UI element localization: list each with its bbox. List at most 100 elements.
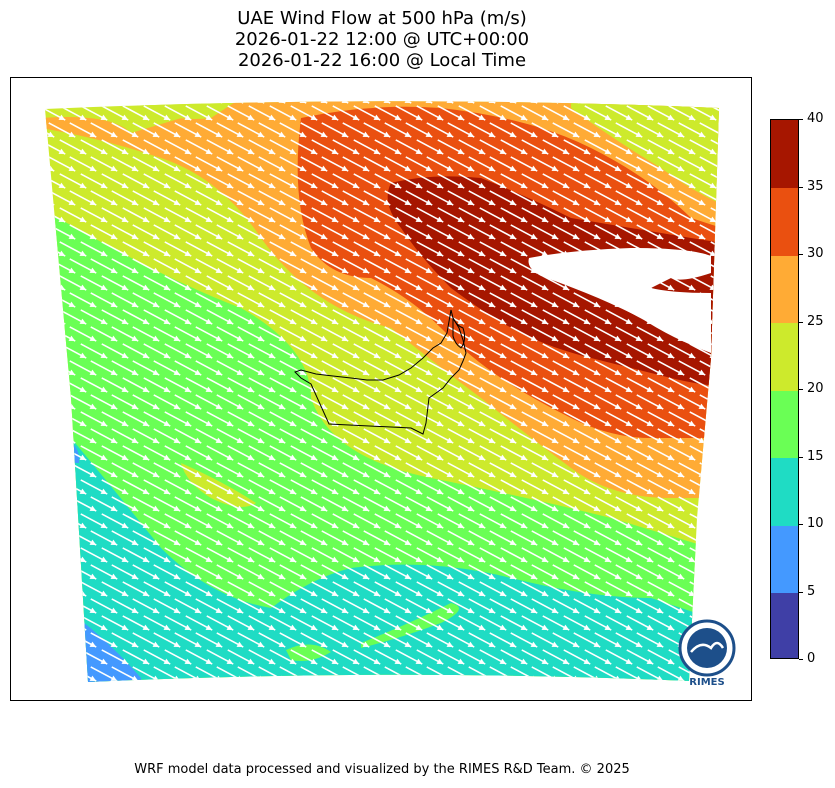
wind-arrow-head [551, 233, 559, 240]
wind-arrow-head [373, 216, 381, 223]
wind-arrow-head [478, 590, 486, 597]
wind-arrow-head [142, 420, 150, 427]
wind-arrow-head [173, 101, 181, 104]
wind-arrow [426, 101, 454, 104]
wind-arrow-head [121, 624, 129, 631]
wind-arrow-head [257, 403, 265, 410]
wind-arrow-head [227, 693, 234, 698]
wind-arrow [742, 327, 753, 341]
wind-arrow-head [68, 607, 76, 614]
wind-arrow-head [446, 335, 454, 342]
wind-arrow-head [583, 148, 591, 155]
wind-arrow [710, 105, 719, 121]
wind-arrow-head [667, 556, 675, 563]
wind-arrow-head [205, 250, 213, 257]
wind-arrow [742, 89, 753, 103]
wind-arrow [165, 684, 191, 698]
wind-arrow-head [184, 216, 192, 223]
wind-arrow-head [289, 352, 297, 359]
wind-arrow-head [709, 590, 717, 597]
wind-arrow-head [362, 573, 370, 580]
wind-arrow-head [731, 319, 738, 324]
wind-arrow [237, 101, 265, 104]
wind-arrow-head [752, 489, 753, 494]
wind-arrow [45, 513, 66, 529]
wind-arrow-head [47, 505, 55, 512]
wind-arrow-head [80, 693, 87, 698]
wind-arrow-head [488, 301, 496, 308]
wind-arrow-head [593, 539, 601, 546]
wind-arrow-head [614, 267, 622, 274]
wind-arrow-head [373, 420, 381, 427]
wind-arrow-head [352, 624, 360, 631]
wind-arrow-head [362, 403, 370, 410]
wind-arrow-head [341, 437, 349, 444]
wind-arrow-head [446, 403, 454, 410]
wind-arrow-head [100, 420, 108, 427]
wind-arrow [45, 411, 66, 427]
wind-arrow-head [68, 505, 76, 512]
wind-arrow-head [635, 165, 643, 172]
wind-arrow [45, 462, 55, 478]
wind-arrow-head [268, 114, 276, 121]
wind-arrow-head [404, 233, 412, 240]
wind-arrow-head [289, 624, 297, 631]
wind-arrow [18, 106, 44, 120]
wind-arrow-head [752, 353, 753, 358]
wind-arrow-head [331, 284, 339, 291]
wind-arrow-head [163, 182, 171, 189]
wind-arrow-head [635, 607, 643, 614]
wind-arrow-head [289, 386, 297, 393]
wind-arrow-head [131, 471, 139, 478]
wind-arrow-head [394, 148, 402, 155]
wind-arrow-head [520, 284, 528, 291]
wind-arrow-head [394, 182, 402, 189]
wind-arrow-head [268, 522, 276, 529]
wind-arrow-head [457, 556, 465, 563]
wind-arrow [721, 429, 747, 443]
wind-arrow-head [101, 693, 108, 698]
wind-arrow-head [289, 590, 297, 597]
wind-arrow-head [520, 114, 528, 121]
wind-arrow-head [58, 114, 66, 121]
wind-arrow-head [394, 556, 402, 563]
wind-arrow-head [635, 539, 643, 546]
wind-arrow-head [310, 318, 318, 325]
wind-arrow-head [268, 284, 276, 291]
wind-arrow-head [79, 250, 87, 257]
wind-arrow [732, 412, 753, 426]
wind-arrow [636, 101, 664, 104]
wind-arrow-head [635, 301, 643, 308]
wind-arrow [18, 684, 44, 698]
wind-arrow-head [731, 353, 738, 358]
wind-arrow-head [530, 335, 538, 342]
wind-arrow-head [320, 573, 328, 580]
wind-arrow-head [667, 284, 675, 291]
wind-arrow-head [68, 471, 76, 478]
wind-arrow-head [226, 420, 234, 427]
wind-arrow-head [709, 148, 717, 155]
wind-arrow-head [194, 335, 202, 342]
wind-arrow-head [394, 216, 402, 223]
wind-arrow-head [500, 693, 507, 698]
wind-arrow-head [415, 352, 423, 359]
wind-arrow-head [215, 505, 223, 512]
wind-arrow-head [131, 267, 139, 274]
wind-arrow-head [383, 199, 391, 206]
wind-arrow-head [163, 148, 171, 155]
wind-arrow-head [720, 404, 727, 409]
wind-arrow-head [646, 216, 654, 223]
wind-arrow-head [38, 591, 45, 596]
wind-arrow-head [131, 233, 139, 240]
wind-arrow-head [551, 101, 559, 104]
wind-arrow-head [677, 301, 685, 308]
wind-arrow-head [236, 165, 244, 172]
wind-arrow-head [194, 101, 202, 104]
wind-arrow-head [446, 573, 454, 580]
wind-arrow-head [688, 454, 696, 461]
wind-arrow-head [257, 539, 265, 546]
wind-arrow [699, 156, 719, 172]
wind-arrow-head [268, 488, 276, 495]
wind-arrow-head [604, 420, 612, 427]
wind-arrow [742, 497, 753, 511]
